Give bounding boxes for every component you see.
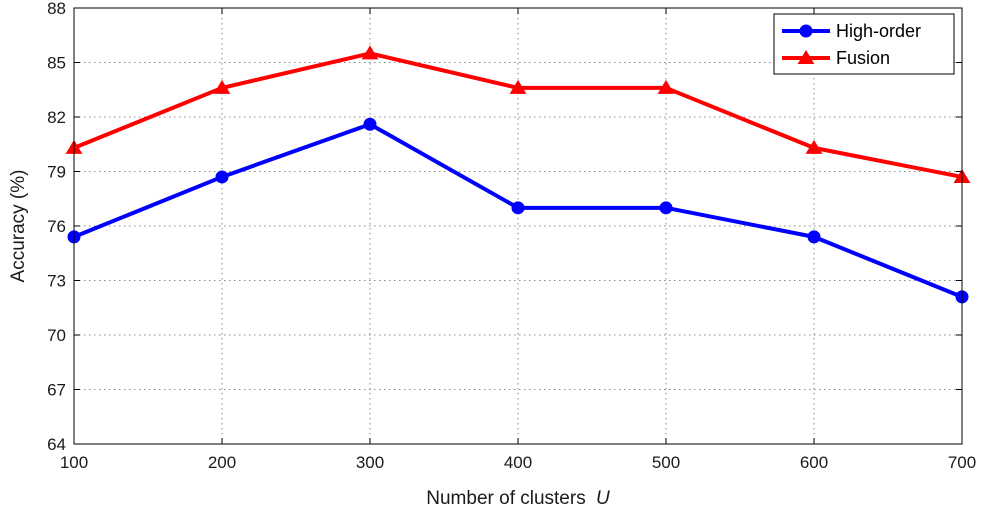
series-fusion bbox=[65, 45, 971, 183]
data-point bbox=[805, 139, 823, 154]
x-tick-label: 500 bbox=[652, 453, 680, 472]
data-point bbox=[659, 201, 673, 215]
x-tick-label: 400 bbox=[504, 453, 532, 472]
y-tick-label: 64 bbox=[47, 435, 66, 454]
x-tick-label: 200 bbox=[208, 453, 236, 472]
y-tick-label: 70 bbox=[47, 326, 66, 345]
data-point bbox=[509, 79, 527, 94]
data-point bbox=[215, 170, 229, 184]
legend-marker bbox=[799, 24, 813, 38]
y-tick-label: 79 bbox=[47, 163, 66, 182]
data-point bbox=[361, 45, 379, 60]
y-tick-label: 82 bbox=[47, 108, 66, 127]
data-point bbox=[363, 117, 377, 131]
y-tick-label: 73 bbox=[47, 272, 66, 291]
data-point bbox=[511, 201, 525, 215]
legend-label: High-order bbox=[836, 21, 921, 41]
y-tick-label: 76 bbox=[47, 217, 66, 236]
x-axis-title: Number of clusters U bbox=[426, 488, 610, 509]
x-axis-title-variable: U bbox=[596, 488, 610, 509]
legend-item: Fusion bbox=[782, 48, 890, 68]
x-tick-label: 300 bbox=[356, 453, 384, 472]
x-tick-label: 600 bbox=[800, 453, 828, 472]
legend-marker bbox=[797, 50, 815, 64]
series-high-order bbox=[67, 117, 969, 304]
y-tick-label: 67 bbox=[47, 381, 66, 400]
legend: High-order Fusion bbox=[773, 13, 955, 75]
x-tick-label: 700 bbox=[948, 453, 976, 472]
data-point bbox=[807, 230, 821, 244]
y-axis-title: Accuracy (%) bbox=[8, 170, 29, 283]
x-axis-title-text: Number of clusters bbox=[426, 488, 585, 509]
data-point bbox=[213, 79, 231, 94]
y-tick-label: 88 bbox=[47, 0, 66, 18]
legend-item: High-order bbox=[782, 21, 921, 41]
x-tick-label: 100 bbox=[60, 453, 88, 472]
data-point bbox=[657, 79, 675, 94]
plot-series bbox=[65, 45, 971, 304]
legend-label: Fusion bbox=[836, 48, 890, 68]
y-tick-label: 85 bbox=[47, 54, 66, 73]
axis-ticks: 100 200 300 400 500 600 700 64 67 70 73 76 79 82 85 88 bbox=[47, 0, 976, 472]
